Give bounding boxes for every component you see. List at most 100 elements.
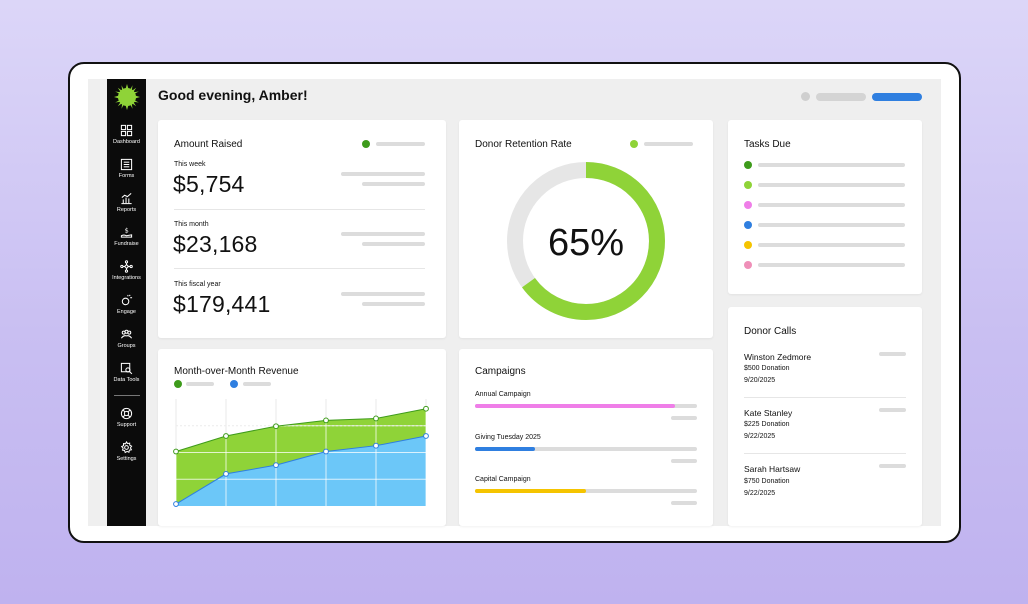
series-green-point [323,417,329,424]
task-item-placeholder[interactable] [758,243,905,247]
sidebar-item-label: Reports [116,207,137,213]
sidebar-item-support[interactable]: Support [107,405,146,439]
donation-amount: $750 Donation [744,478,790,485]
placeholder-bar [671,458,697,463]
forms-icon [120,158,133,171]
svg-text:$: $ [125,227,129,235]
donut-progress-arc [507,162,665,320]
task-item-placeholder[interactable] [758,223,905,227]
placeholder-bar [376,142,425,146]
campaign-progress-fill [475,404,675,408]
series-blue-point [173,501,179,507]
divider [174,268,425,269]
sidebar-item-forms[interactable]: Forms [107,156,146,190]
card-title: Amount Raised [174,139,243,150]
task-status-dot [744,241,752,249]
legend-dot [362,140,370,148]
reports-icon [121,193,132,205]
retention-donut: 65% [507,162,665,320]
task-status-dot [744,161,752,169]
divider [174,209,425,210]
sidebar-item-reports[interactable]: Reports [107,190,146,224]
sidebar-item-label: Support [116,422,137,428]
task-status-dot [744,261,752,269]
task-item-placeholder[interactable] [758,183,905,187]
amount-value: $5,754 [173,171,245,197]
sidebar-nav: Dashboard Forms Reports $ Fundraise Inte… [107,122,146,473]
call-date: 9/22/2025 [744,490,776,497]
legend-label-placeholder [243,382,271,386]
donor-name[interactable]: Kate Stanley [744,408,793,418]
campaign-progress-track [475,404,697,408]
placeholder-bar [362,242,425,246]
integrations-icon [120,260,133,273]
tasks-due-card: Tasks Due [728,120,922,294]
sidebar-item-settings[interactable]: Settings [107,439,146,473]
groups-icon [120,329,133,339]
placeholder-bar [644,142,693,146]
campaign-name[interactable]: Annual Campaign [475,391,531,398]
call-date: 9/22/2025 [744,433,776,440]
placeholder-bar [362,302,425,306]
campaign-progress-fill [475,446,535,451]
amount-value: $179,441 [173,291,271,317]
card-title: Tasks Due [744,139,791,150]
amount-raised-card: Amount Raised This week $5,754 This mont… [158,120,446,338]
logo-icon[interactable] [113,83,141,111]
donor-name[interactable]: Sarah Hartsaw [744,464,801,474]
placeholder-bar [341,292,425,296]
status-dot [801,92,810,101]
campaign-progress-track [475,446,697,451]
card-title: Campaigns [475,366,526,377]
series-green-point [223,433,229,439]
sidebar-item-data-tools[interactable]: Data Tools [107,360,146,394]
series-blue-point [423,433,429,439]
fundraise-icon: $ [120,227,133,238]
engage-icon [121,294,133,306]
period-label: This week [174,161,206,168]
sidebar-item-label: Settings [116,456,137,462]
device-frame: Dashboard Forms Reports $ Fundraise Inte… [68,62,961,543]
gear-icon [120,441,133,454]
series-blue-area [176,435,426,506]
series-blue-point [223,471,229,477]
task-status-dot [744,221,752,229]
card-title: Month-over-Month Revenue [174,366,299,377]
amount-value: $23,168 [173,231,258,257]
sidebar-item-fundraise[interactable]: $ Fundraise [107,224,146,258]
donation-amount: $225 Donation [744,421,790,428]
donation-amount: $500 Donation [744,365,790,372]
campaign-progress-fill [475,489,586,493]
period-label: This fiscal year [174,281,221,288]
campaign-name[interactable]: Giving Tuesday 2025 [475,433,541,441]
placeholder-bar [879,352,906,356]
task-item-placeholder[interactable] [758,163,905,167]
sidebar-item-integrations[interactable]: Integrations [107,258,146,292]
donor-name[interactable]: Winston Zedmore [744,352,812,362]
task-item-placeholder[interactable] [758,203,905,207]
top-controls [801,92,922,101]
revenue-chart [173,399,429,507]
task-item-placeholder[interactable] [758,263,905,267]
series-blue-line [175,435,427,505]
campaign-name[interactable]: Capital Campaign [475,476,531,483]
donor-retention-card: Donor Retention Rate 65% [459,120,713,338]
series-green-point [373,415,379,422]
sidebar-item-label: Integrations [112,275,141,281]
series-blue-point [373,442,379,449]
primary-action-button[interactable] [872,92,922,101]
sidebar-item-label: Forms [118,173,135,179]
sidebar-item-dashboard[interactable]: Dashboard [107,122,146,156]
placeholder-bar [671,416,697,420]
sidebar-item-engage[interactable]: Engage [107,292,146,326]
legend-dot [174,380,182,388]
sidebar-item-groups[interactable]: Groups [107,326,146,360]
header-placeholder[interactable] [816,92,866,101]
revenue-card: Month-over-Month Revenue [158,349,446,526]
series-green-point [423,405,429,412]
series-green-point [273,423,279,430]
series-green-point [173,448,179,455]
divider [744,453,906,454]
campaigns-card: Campaigns Annual Campaign Giving Tuesday … [459,349,713,526]
series-green-area [176,408,426,505]
